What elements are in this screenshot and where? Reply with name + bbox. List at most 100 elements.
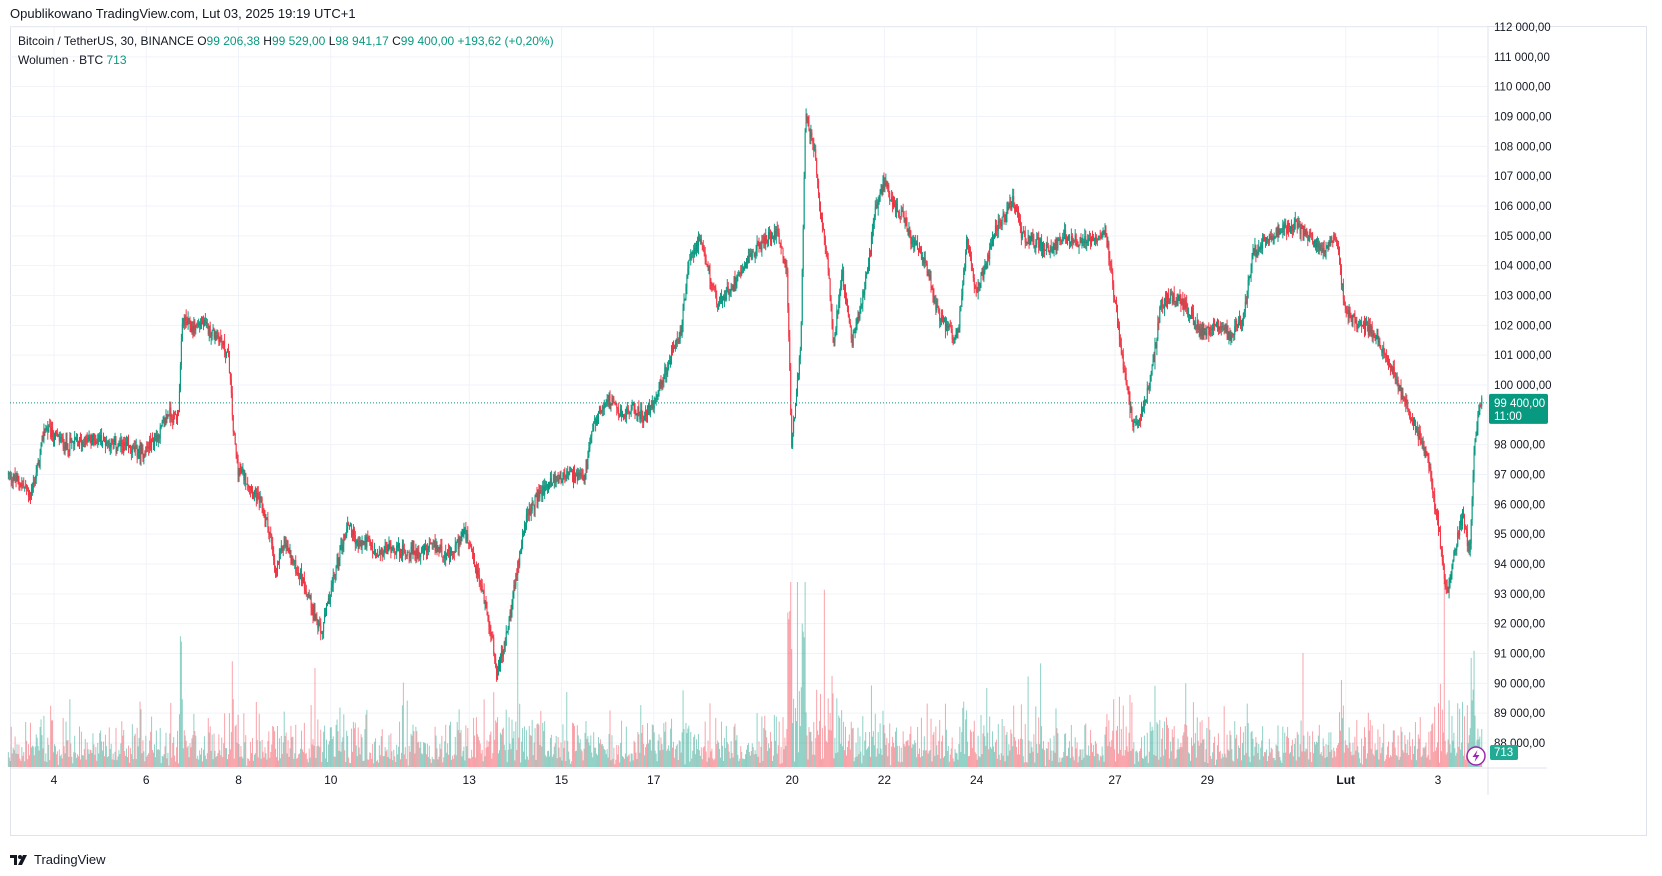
volume-bar xyxy=(1317,735,1319,767)
candle-body xyxy=(1436,512,1438,517)
candle-body xyxy=(993,234,995,239)
candle-body xyxy=(1431,477,1433,485)
volume-bar xyxy=(297,757,299,767)
candle-body xyxy=(671,349,673,358)
candle-body xyxy=(1092,236,1093,238)
volume-bar xyxy=(442,762,444,767)
candle-body xyxy=(1478,411,1480,415)
candle-body xyxy=(699,238,701,242)
volume-bar xyxy=(882,710,884,767)
volume-bar xyxy=(396,744,398,767)
candle-body xyxy=(1060,240,1062,242)
legend-symbol[interactable]: Bitcoin / TetherUS, 30, BINANCE xyxy=(18,34,194,48)
candle-body xyxy=(958,327,960,333)
candle-body xyxy=(102,441,104,446)
candle-body xyxy=(467,533,469,543)
candle-body xyxy=(615,403,617,405)
candle-body xyxy=(656,395,658,397)
volume-bar xyxy=(329,727,331,767)
volume-bar xyxy=(993,746,995,767)
volume-bar xyxy=(1328,732,1330,767)
candle-body xyxy=(1335,238,1337,240)
candle-body xyxy=(1181,298,1183,305)
candle-body xyxy=(1051,250,1053,252)
volume-bar xyxy=(510,749,512,767)
volume-bar xyxy=(1356,720,1358,767)
candle-body xyxy=(22,483,24,485)
candle-body xyxy=(679,330,681,339)
candle-body xyxy=(907,228,909,235)
volume-bar xyxy=(37,745,39,767)
volume-bar xyxy=(827,698,829,767)
candle-body xyxy=(836,310,838,329)
volume-bar xyxy=(1002,755,1004,767)
volume-bar xyxy=(600,744,602,767)
volume-bar xyxy=(187,745,189,767)
volume-bar xyxy=(1028,740,1030,767)
candle-body xyxy=(1375,338,1377,341)
volume-bar xyxy=(990,747,992,767)
volume-bar xyxy=(28,744,30,767)
volume-bar xyxy=(17,754,19,767)
candle-body xyxy=(325,614,327,616)
volume-bar xyxy=(397,754,399,767)
volume-bar xyxy=(772,755,774,767)
volume-legend-label[interactable]: Wolumen · BTC xyxy=(18,53,104,67)
candle-body xyxy=(815,149,817,160)
candle-body xyxy=(1369,324,1371,333)
x-tick-label: 17 xyxy=(647,773,661,787)
candle-body xyxy=(226,352,228,356)
candle-body xyxy=(165,416,167,424)
volume-bar xyxy=(49,760,51,767)
volume-bar xyxy=(927,753,929,767)
candle-body xyxy=(1287,223,1289,234)
candle-body xyxy=(400,555,401,557)
candle-body xyxy=(774,230,776,239)
volume-bar xyxy=(1017,754,1019,767)
volume-bar xyxy=(1134,764,1136,767)
volume-bar xyxy=(386,749,388,767)
volume-bar xyxy=(822,758,824,767)
candle-body xyxy=(1458,532,1460,536)
candle-body xyxy=(314,609,316,619)
candle-body xyxy=(897,211,899,213)
volume-bar xyxy=(596,753,598,767)
volume-bar xyxy=(812,754,814,767)
volume-bar xyxy=(609,710,611,767)
volume-bar xyxy=(682,690,684,767)
y-tick-label: 105 000,00 xyxy=(1494,231,1552,243)
volume-bar xyxy=(1129,694,1131,767)
volume-legend-value: 713 xyxy=(106,53,127,67)
volume-bar xyxy=(10,726,12,767)
candle-body xyxy=(1099,235,1101,238)
candle-body xyxy=(45,428,47,431)
candle-body xyxy=(853,331,855,333)
candle-body xyxy=(149,439,151,449)
time-axis[interactable]: 4 6 8 10 13 15 17 20 22 24 27 29 Lut 3 xyxy=(10,767,1547,787)
candle-body xyxy=(42,437,44,440)
volume-bar xyxy=(291,737,293,767)
candle-body xyxy=(271,535,273,544)
volume-bar xyxy=(1215,759,1217,767)
volume-bar xyxy=(746,749,747,767)
candle-body xyxy=(425,549,427,552)
volume-bar xyxy=(1474,715,1476,767)
volume-bar xyxy=(1233,761,1235,767)
candle-body xyxy=(1170,292,1172,295)
volume-bar xyxy=(1338,743,1340,767)
volume-bar xyxy=(676,744,678,767)
volume-bar xyxy=(202,761,204,767)
volume-bar xyxy=(631,753,633,767)
volume-bar xyxy=(231,661,233,767)
volume-bar xyxy=(392,760,394,767)
volume-bar xyxy=(1315,741,1317,767)
candle-body xyxy=(569,471,571,473)
volume-bar xyxy=(234,726,236,767)
volume-bar xyxy=(753,754,755,767)
candle-body xyxy=(57,435,59,437)
volume-bar xyxy=(919,748,920,767)
volume-bar xyxy=(982,733,984,767)
candle-body xyxy=(1134,421,1136,423)
